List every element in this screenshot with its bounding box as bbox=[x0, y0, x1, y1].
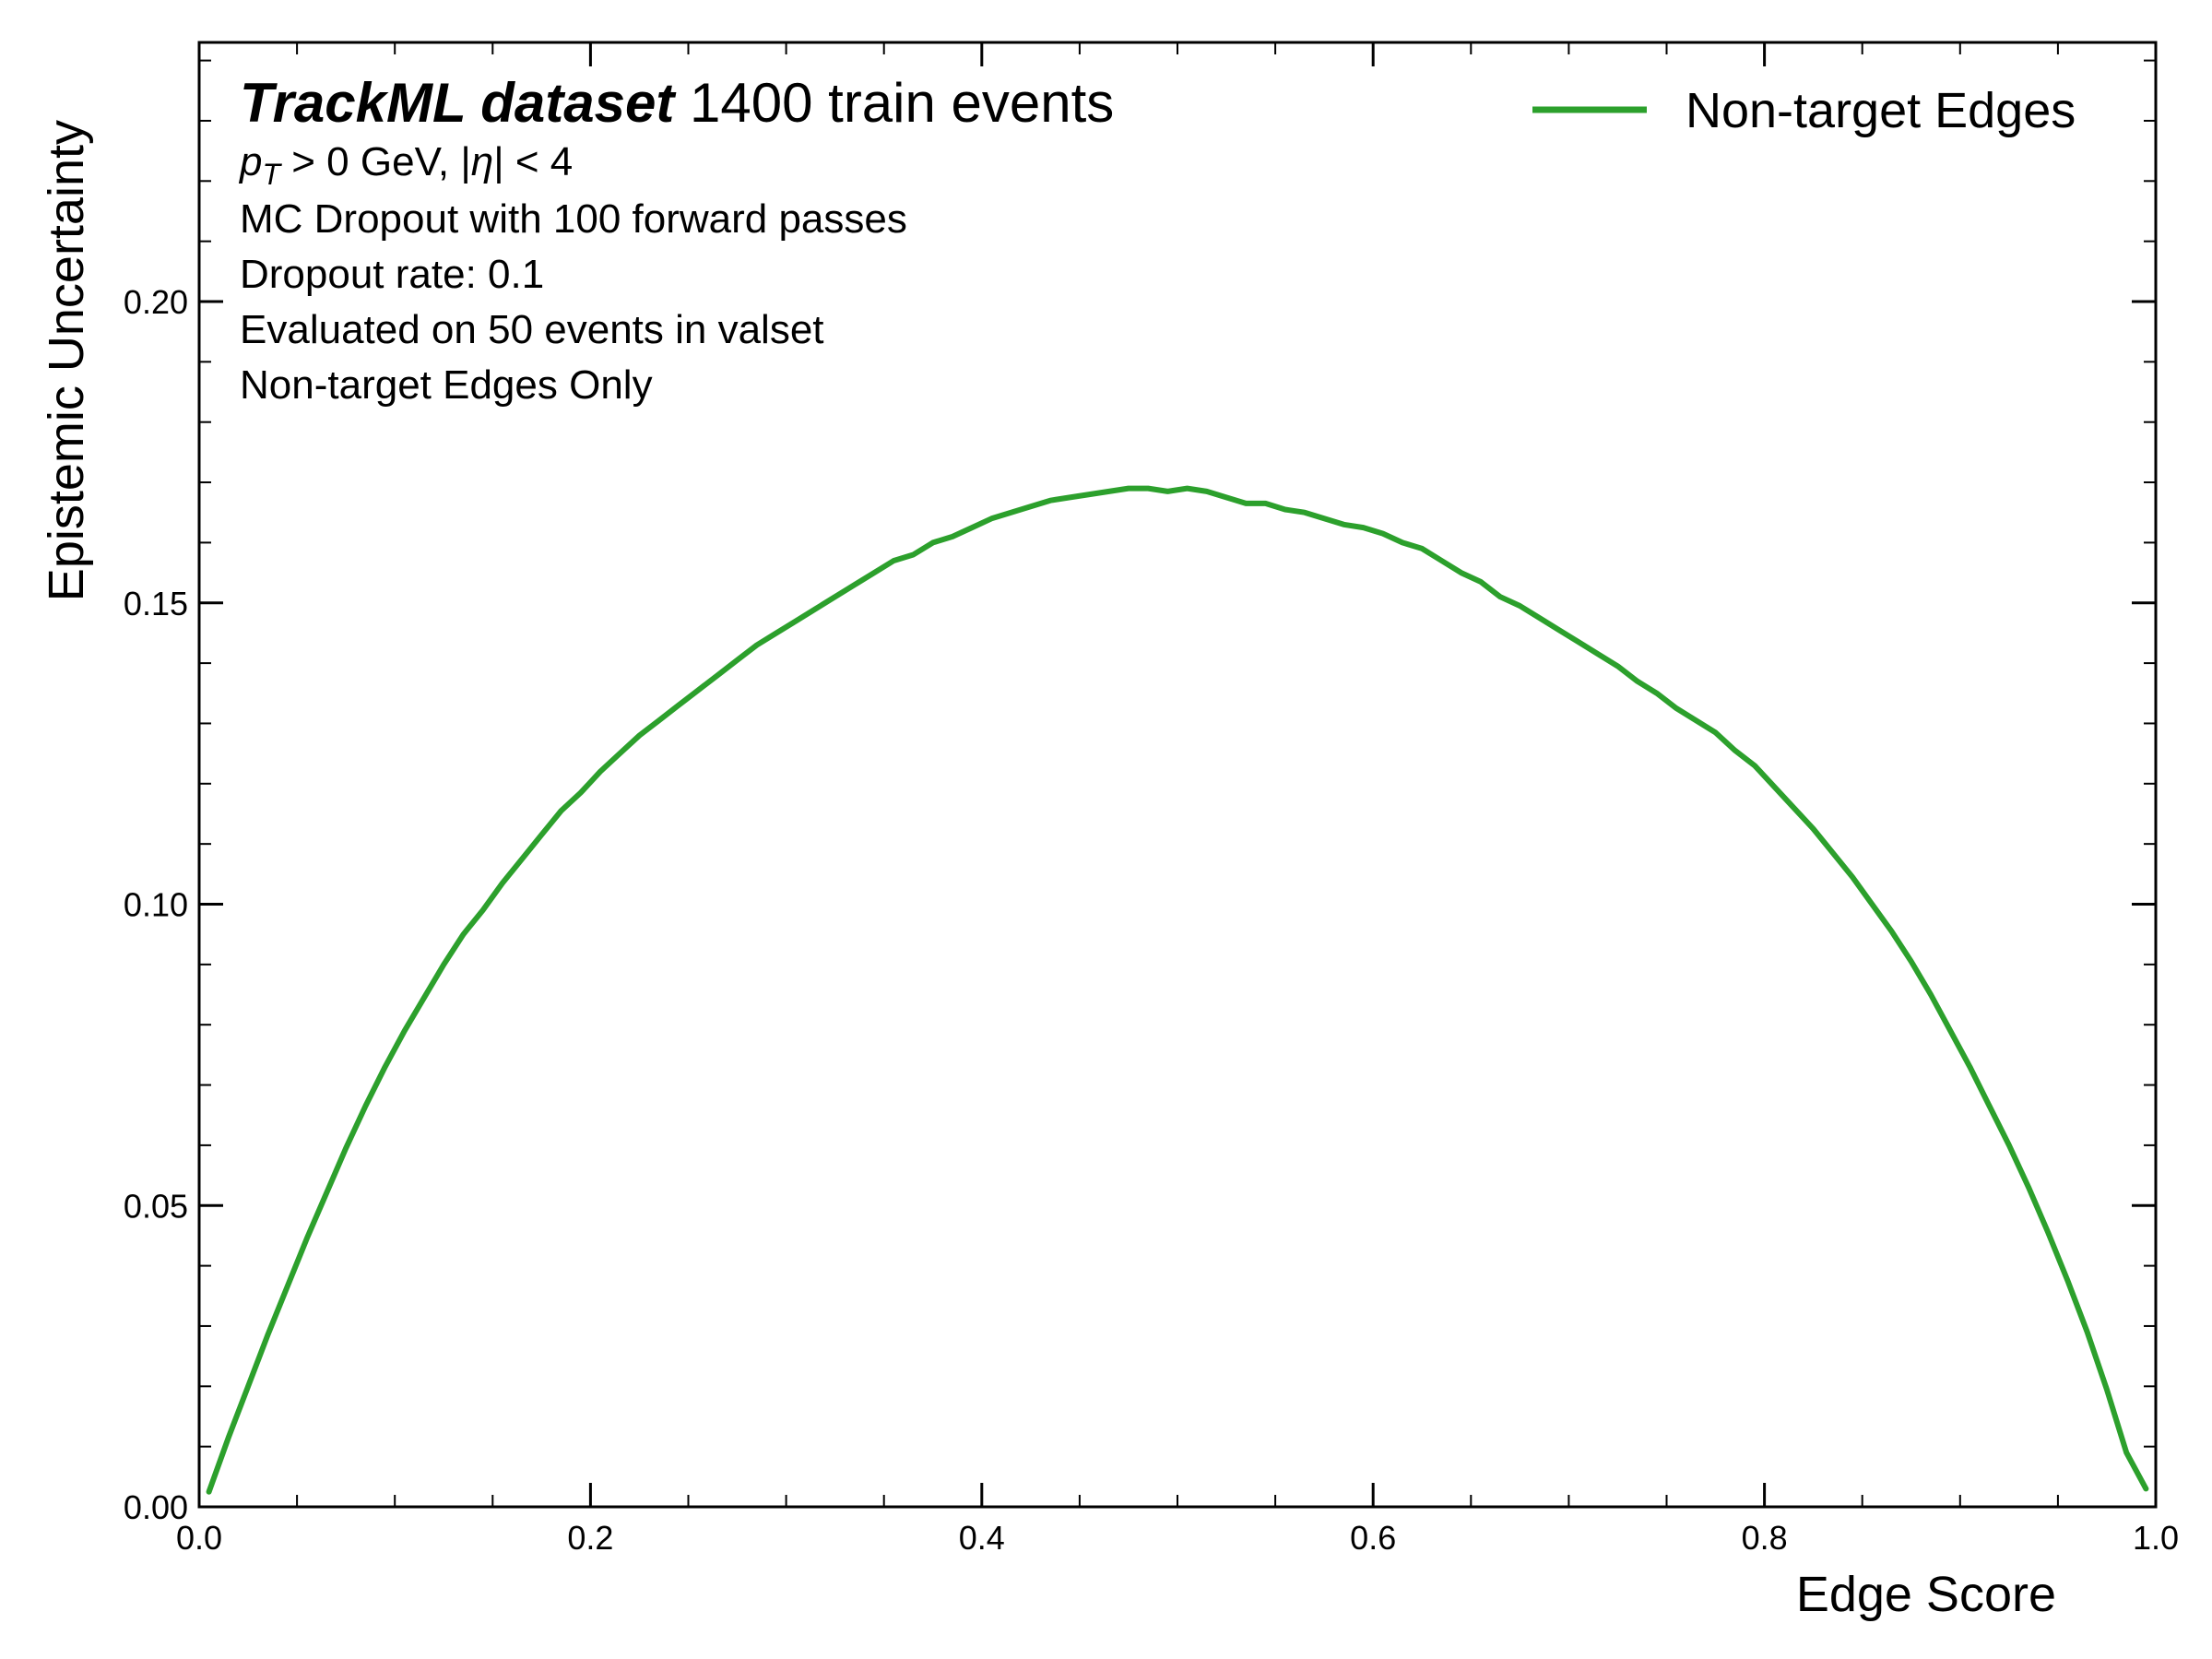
series-group bbox=[206, 485, 2149, 1495]
x-tick-label: 1.0 bbox=[2133, 1519, 2179, 1557]
experiment-label: TrackML dataset 1400 train events bbox=[240, 72, 1114, 134]
cut-pt-symbol: p bbox=[238, 139, 262, 184]
annotation-line-2: MC Dropout with 100 forward passes bbox=[240, 196, 907, 242]
cut-label: pT > 0 GeV, |η| < 4 bbox=[238, 139, 573, 191]
experiment-label-rest: 1400 train events bbox=[674, 72, 1114, 134]
cut-eta-symbol: η bbox=[471, 139, 493, 184]
x-axis-title: Edge Score bbox=[1796, 1567, 2056, 1622]
minor-ticks bbox=[199, 42, 2156, 1507]
series-line-non-target-edges bbox=[206, 485, 2149, 1495]
y-tick-labels: 0.00 0.05 0.10 0.15 0.20 bbox=[124, 283, 188, 1526]
cut-pt-rest: > 0 GeV, | bbox=[280, 139, 471, 184]
x-tick-label: 0.2 bbox=[567, 1519, 613, 1557]
y-tick-label: 0.20 bbox=[124, 283, 188, 321]
legend: Non-target Edges bbox=[1532, 83, 2076, 138]
y-tick-label: 0.05 bbox=[124, 1187, 188, 1225]
annotation-line-4: Evaluated on 50 events in valset bbox=[240, 307, 824, 352]
x-tick-label: 0.0 bbox=[176, 1519, 222, 1557]
y-tick-label: 0.10 bbox=[124, 886, 188, 924]
plot-frame bbox=[197, 41, 2158, 1509]
x-tick-label: 0.8 bbox=[1742, 1519, 1788, 1557]
x-tick-label: 0.6 bbox=[1350, 1519, 1396, 1557]
experiment-label-bold: TrackML dataset bbox=[240, 72, 677, 134]
y-tick-label: 0.15 bbox=[124, 585, 188, 622]
cut-pt-subscript: T bbox=[262, 158, 282, 191]
y-tick-label: 0.00 bbox=[124, 1488, 188, 1526]
annotation-line-3: Dropout rate: 0.1 bbox=[240, 252, 544, 297]
legend-label: Non-target Edges bbox=[1686, 83, 2076, 138]
y-axis-title: Epistemic Uncertainty bbox=[39, 120, 94, 601]
x-tick-label: 0.4 bbox=[959, 1519, 1005, 1557]
x-tick-labels: 0.0 0.2 0.4 0.6 0.8 1.0 bbox=[176, 1519, 2179, 1557]
cut-eta-rest: | < 4 bbox=[493, 139, 573, 184]
annotation-line-5: Non-target Edges Only bbox=[240, 362, 653, 408]
